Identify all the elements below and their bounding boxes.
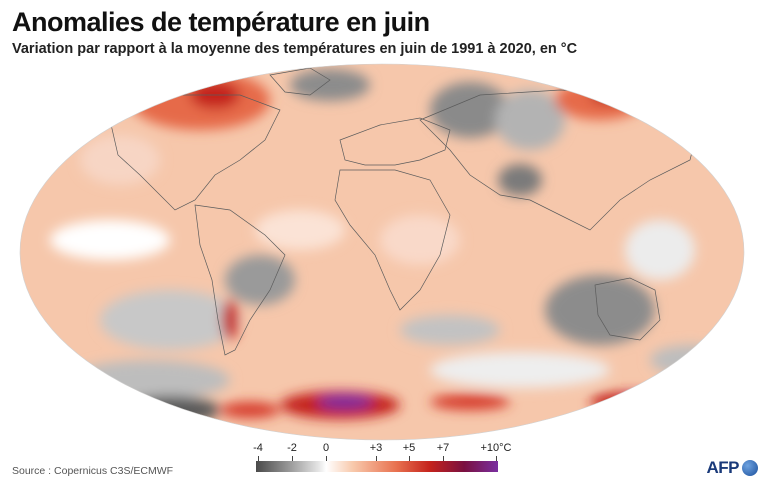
afp-logo-text: AFP xyxy=(706,458,740,477)
legend-tick-label: -2 xyxy=(287,442,297,454)
legend-tick-mark xyxy=(443,456,444,462)
legend-tick-label: +7 xyxy=(436,442,450,454)
source-credit: Source : Copernicus C3S/ECMWF xyxy=(12,465,174,477)
globe-outline xyxy=(19,63,745,441)
legend-tick-label: +3 xyxy=(369,442,383,454)
legend-tick-mark xyxy=(326,456,327,462)
map-title: Anomalies de température en juin xyxy=(12,7,430,37)
legend-tick-label: -4 xyxy=(253,442,263,454)
afp-logo: AFP xyxy=(706,458,758,478)
legend-tick-label: +10°C xyxy=(480,442,512,454)
legend-tick-label: +5 xyxy=(402,442,416,454)
legend-color-bar xyxy=(256,461,498,472)
legend-tick-mark xyxy=(258,456,259,462)
map-subtitle: Variation par rapport à la moyenne des t… xyxy=(12,41,578,57)
legend-tick-mark xyxy=(409,456,410,462)
legend-tick-mark xyxy=(376,456,377,462)
legend-tick-label: 0 xyxy=(322,442,330,454)
color-scale-legend: -4 -2 0 +3 +5 +7 +10°C xyxy=(253,442,512,472)
legend-tick-mark xyxy=(496,456,497,462)
afp-globe-icon xyxy=(742,460,758,476)
legend-tick-mark xyxy=(292,456,293,462)
coastline-outlines xyxy=(109,67,701,356)
